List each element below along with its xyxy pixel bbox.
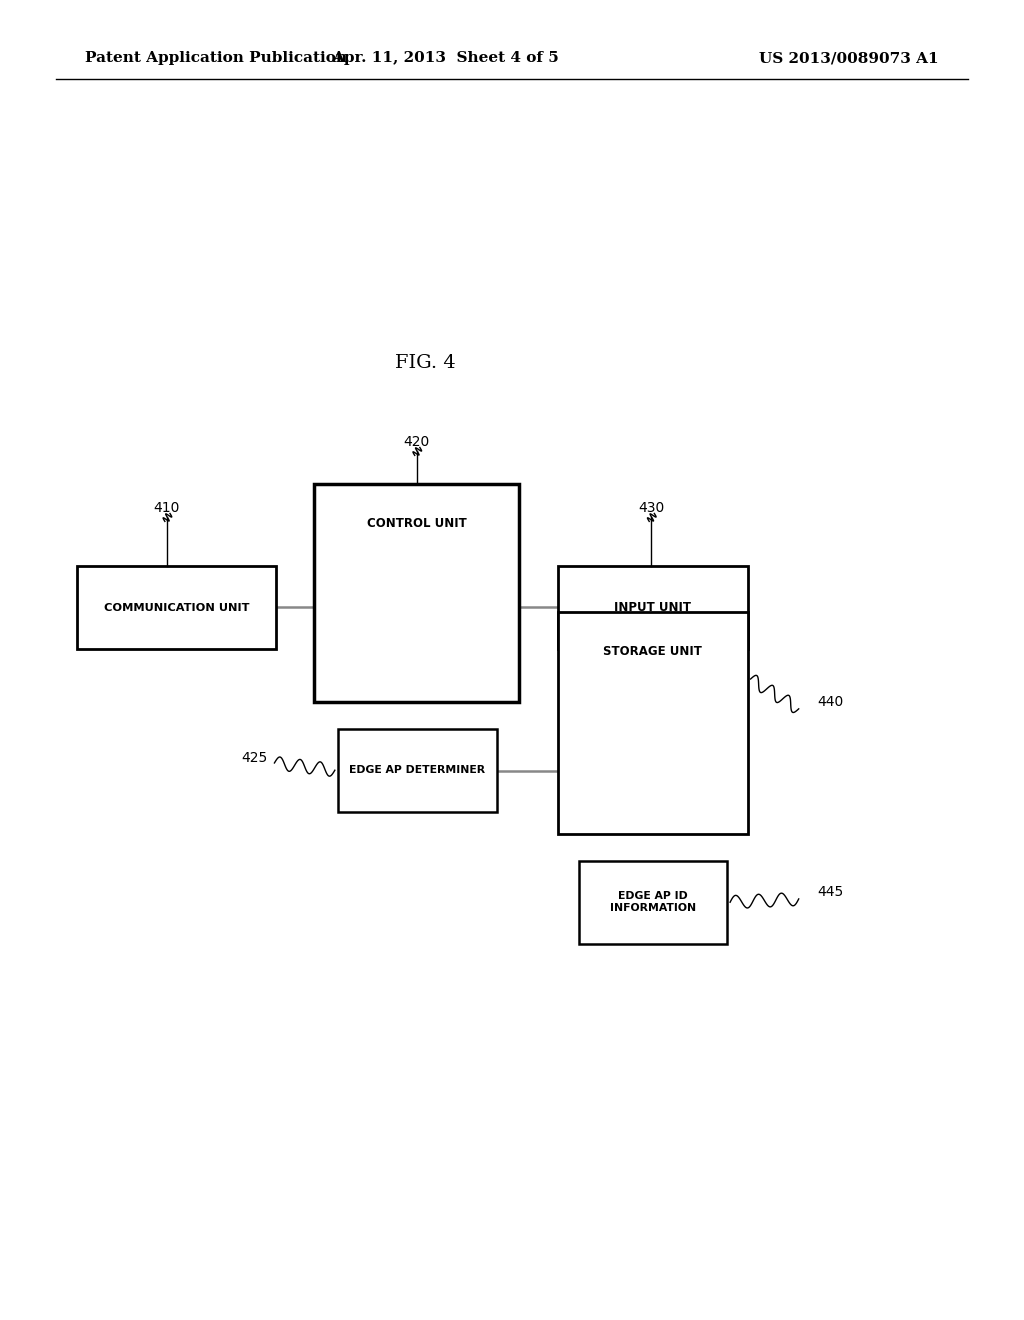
Text: 425: 425 (241, 751, 267, 764)
Bar (77, 566, 276, 649)
Text: US 2013/0089073 A1: US 2013/0089073 A1 (760, 51, 939, 65)
Bar (558, 566, 748, 649)
Bar (579, 861, 727, 944)
Text: STORAGE UNIT: STORAGE UNIT (603, 645, 702, 659)
Bar (338, 729, 497, 812)
Text: Patent Application Publication: Patent Application Publication (85, 51, 347, 65)
Text: 430: 430 (638, 502, 665, 515)
Text: INPUT UNIT: INPUT UNIT (614, 602, 691, 614)
Bar (314, 484, 519, 702)
Text: 445: 445 (817, 886, 844, 899)
Text: CONTROL UNIT: CONTROL UNIT (367, 517, 467, 531)
Text: EDGE AP DETERMINER: EDGE AP DETERMINER (349, 766, 485, 775)
Text: EDGE AP ID
INFORMATION: EDGE AP ID INFORMATION (609, 891, 696, 913)
Text: FIG. 4: FIG. 4 (394, 354, 456, 372)
Text: 420: 420 (403, 436, 430, 449)
Bar (558, 612, 748, 834)
Text: COMMUNICATION UNIT: COMMUNICATION UNIT (103, 603, 250, 612)
Text: Apr. 11, 2013  Sheet 4 of 5: Apr. 11, 2013 Sheet 4 of 5 (332, 51, 559, 65)
Text: 410: 410 (154, 502, 180, 515)
Text: 440: 440 (817, 696, 844, 709)
